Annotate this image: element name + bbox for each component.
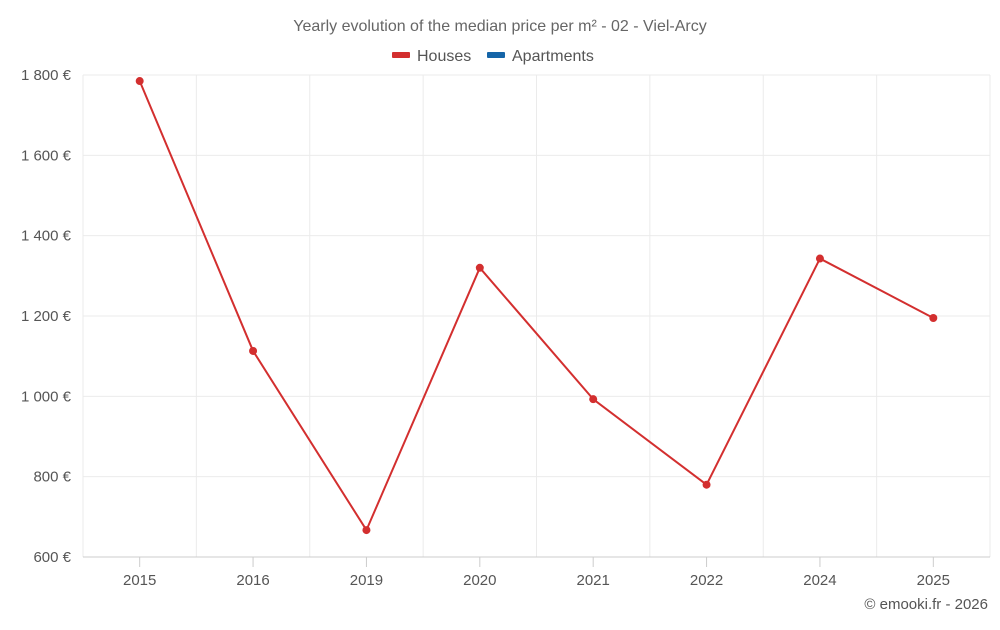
x-tick-label: 2025: [917, 572, 950, 589]
x-tick-label: 2021: [577, 572, 610, 589]
y-tick-label: 800 €: [33, 469, 71, 486]
legend-item-apartments[interactable]: Apartments: [487, 48, 594, 65]
data-point-houses-2016[interactable]: [249, 346, 258, 355]
legend-label-apartments: Apartments: [512, 48, 594, 65]
legend-item-houses[interactable]: Houses: [392, 48, 471, 65]
x-tick-label: 2015: [123, 572, 156, 589]
x-tick-label: 2022: [690, 572, 723, 589]
axes: 600 € 800 € 1 000 € 1 200 € 1 400 € 1 600 € 1 …: [21, 67, 990, 589]
y-tick-label: 1 600 €: [21, 147, 72, 164]
y-tick-label: 1 000 €: [21, 388, 72, 405]
data-point-houses-2015[interactable]: [135, 77, 144, 86]
data-point-houses-2025[interactable]: [929, 314, 938, 323]
legend[interactable]: Houses Apartments: [392, 48, 594, 65]
y-tick-label: 1 200 €: [21, 308, 72, 325]
legend-swatch-apartments: [487, 52, 505, 58]
data-point-houses-2024[interactable]: [815, 254, 824, 263]
y-tick-label: 1 400 €: [21, 228, 72, 245]
series-line-houses: [138, 80, 934, 532]
y-tick-label: 600 €: [33, 549, 71, 566]
data-point-houses-2019[interactable]: [362, 526, 371, 535]
grid: [82, 74, 991, 557]
legend-label-houses: Houses: [417, 48, 471, 65]
y-tick-label: 1 800 €: [21, 67, 72, 84]
x-tick-label: 2016: [236, 572, 269, 589]
data-point-houses-2021[interactable]: [589, 395, 598, 404]
legend-swatch-houses: [392, 52, 410, 58]
x-tick-label: 2024: [803, 572, 836, 589]
chart-title: Yearly evolution of the median price per…: [293, 18, 707, 35]
x-tick-label: 2020: [463, 572, 496, 589]
data-point-houses-2022[interactable]: [702, 480, 711, 489]
credit-text: © emooki.fr - 2026: [864, 596, 988, 613]
x-tick-label: 2019: [350, 572, 383, 589]
data-point-houses-2020[interactable]: [475, 263, 484, 272]
series: [135, 77, 938, 535]
